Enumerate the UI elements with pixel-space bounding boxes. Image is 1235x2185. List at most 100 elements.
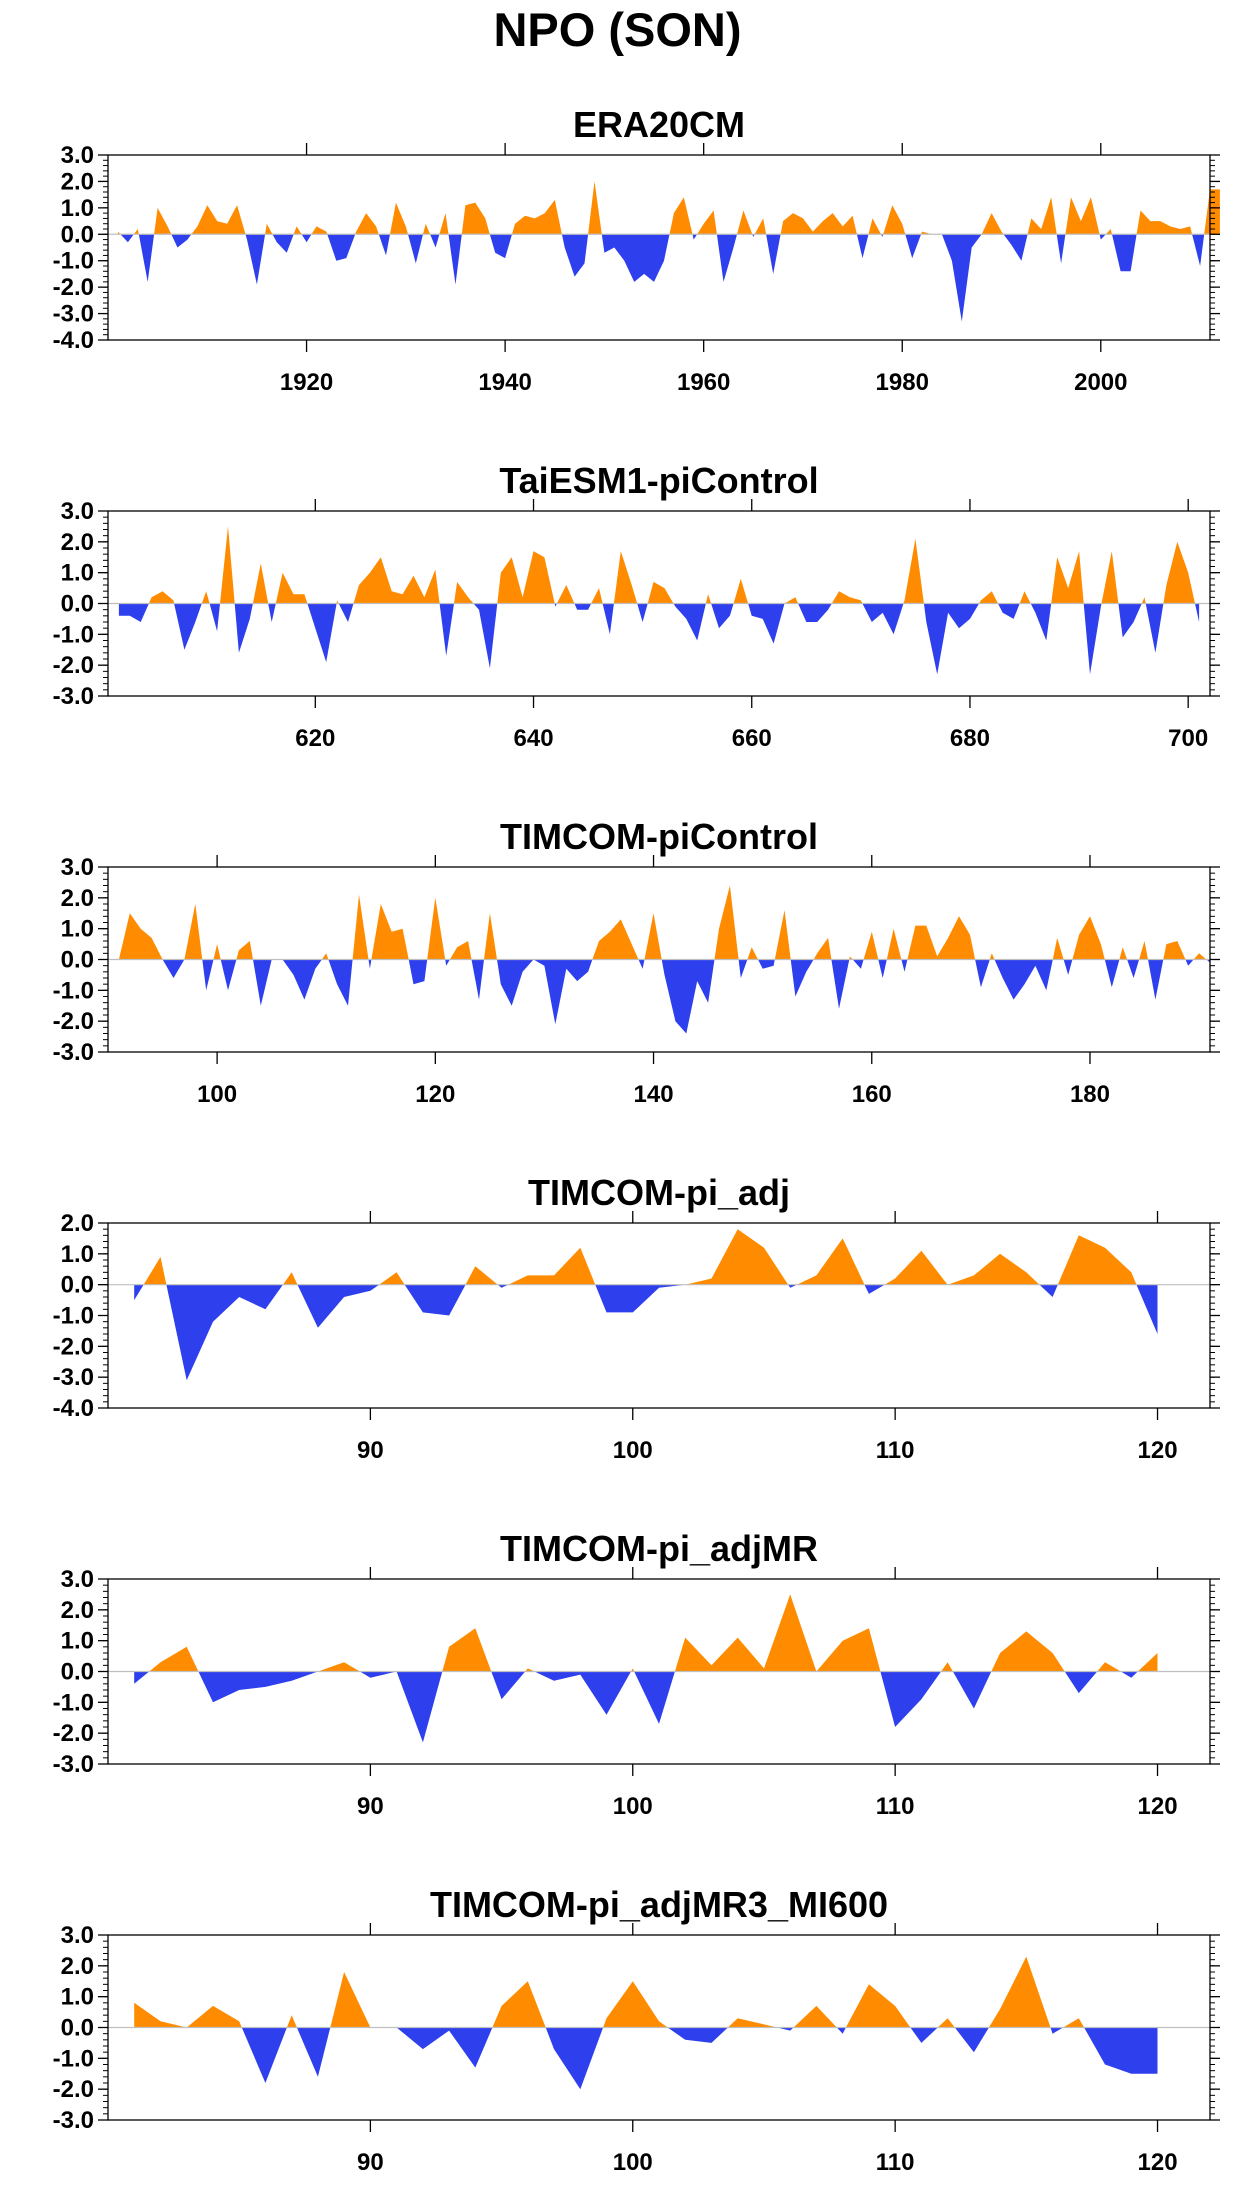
positive-area — [143, 1256, 167, 1285]
negative-area — [716, 234, 737, 282]
negative-area — [1050, 2027, 1064, 2034]
positive-area — [784, 597, 799, 604]
positive-area — [454, 581, 474, 604]
x-tick-label: 90 — [357, 2149, 384, 2176]
chart-panel: ERA20CM -4.0-3.0-2.0-1.00.01.02.03.0 1920 1… — [53, 104, 1220, 396]
negative-area — [862, 603, 904, 635]
x-tick-label: 90 — [357, 1793, 384, 1820]
positive-area — [1057, 1235, 1137, 1285]
positive-area — [1051, 551, 1084, 604]
y-tick-label: -1.0 — [53, 621, 94, 648]
negative-area — [534, 1671, 631, 1715]
positive-area — [1097, 1662, 1121, 1672]
positive-area — [220, 526, 235, 604]
negative-area — [1148, 959, 1164, 1000]
positive-area — [330, 1972, 397, 2028]
negative-area — [601, 234, 670, 282]
positive-area — [981, 213, 1004, 235]
positive-area — [733, 578, 749, 604]
chart-panel: TaiESM1-piControl -3.0 -2.0 -1.0 0.0 1.0 2.0 3.… — [53, 460, 1220, 752]
positive-area — [937, 2018, 955, 2028]
y-tick-label: 0.0 — [61, 2015, 94, 2042]
positive-area — [705, 594, 712, 604]
y-tick-label: -3.0 — [53, 683, 94, 710]
chart-panel: TIMCOM-pi_adjMR3_MI600 -3.0 -2.0 -1.0 0.0 1.0… — [53, 1884, 1220, 2176]
positive-area — [461, 202, 490, 235]
negative-area — [634, 1671, 675, 1724]
negative-area — [268, 603, 276, 622]
y-tick-label: -3.0 — [53, 301, 94, 328]
positive-area — [184, 904, 203, 960]
positive-area — [311, 226, 328, 235]
negative-area — [831, 959, 850, 1009]
negative-area — [1118, 603, 1142, 638]
positive-area — [979, 591, 998, 604]
negative-area — [439, 603, 454, 656]
positive-area — [201, 591, 210, 604]
positive-area — [117, 231, 121, 235]
chart-title: TIMCOM-pi_adjMR — [500, 1528, 818, 1569]
positive-area — [484, 913, 497, 960]
negative-area — [404, 1284, 466, 1316]
x-tick-label: 680 — [950, 725, 990, 752]
positive-area — [813, 937, 832, 960]
positive-area — [492, 1981, 546, 2028]
x-tick-label: 120 — [1138, 2149, 1178, 2176]
positive-area — [1193, 953, 1207, 960]
negative-area — [448, 234, 462, 285]
y-tick-label: -3.0 — [53, 1039, 94, 1066]
positive-area — [884, 1250, 1040, 1285]
negative-area — [198, 1671, 318, 1703]
negative-area — [497, 1284, 509, 1288]
positive-area — [774, 910, 791, 960]
positive-area — [941, 1662, 953, 1672]
positive-area — [512, 199, 562, 235]
x-tick-label: 640 — [514, 725, 554, 752]
positive-area — [647, 581, 674, 604]
positive-area — [903, 538, 924, 604]
negative-area — [1127, 959, 1140, 978]
positive-area — [737, 210, 753, 235]
y-tick-label: -1.0 — [53, 977, 94, 1004]
negative-area — [667, 2027, 728, 2043]
positive-area — [317, 1662, 360, 1672]
negative-area — [134, 1671, 150, 1684]
positive-area — [1052, 937, 1064, 960]
negative-area — [637, 603, 648, 622]
y-tick-label: 0.0 — [61, 221, 94, 248]
positive-area — [442, 1628, 492, 1672]
positive-area — [989, 953, 995, 960]
negative-area — [408, 959, 428, 985]
positive-area — [1105, 229, 1112, 235]
positive-area — [1101, 551, 1119, 604]
negative-area — [1099, 234, 1106, 240]
positive-area — [236, 941, 253, 960]
positive-area — [1139, 941, 1148, 960]
negative-area — [954, 2027, 989, 2053]
positive-area — [796, 1238, 865, 1285]
negative-area — [1192, 234, 1205, 266]
y-tick-label: -3.0 — [53, 1364, 94, 1391]
x-tick-label: 620 — [295, 725, 335, 752]
negative-area — [471, 959, 484, 1000]
positive-area — [754, 218, 767, 235]
positive-area — [674, 1594, 881, 1672]
negative-area — [162, 959, 185, 978]
negative-area — [952, 1671, 992, 1709]
y-tick-label: -2.0 — [53, 1333, 94, 1360]
x-tick-label: 100 — [197, 1081, 237, 1108]
y-tick-label: 3.0 — [61, 142, 94, 169]
positive-area — [1063, 2018, 1085, 2028]
positive-area — [669, 197, 693, 235]
positive-area — [390, 202, 408, 235]
negative-area — [923, 603, 980, 675]
negative-area — [638, 959, 645, 969]
negative-area — [905, 234, 922, 259]
negative-area — [328, 959, 353, 1006]
negative-area — [998, 603, 1020, 619]
positive-area — [379, 1272, 405, 1285]
positive-area — [697, 210, 717, 235]
positive-area — [727, 2018, 778, 2028]
y-tick-label: -3.0 — [53, 2107, 94, 2134]
positive-area — [631, 1668, 635, 1672]
